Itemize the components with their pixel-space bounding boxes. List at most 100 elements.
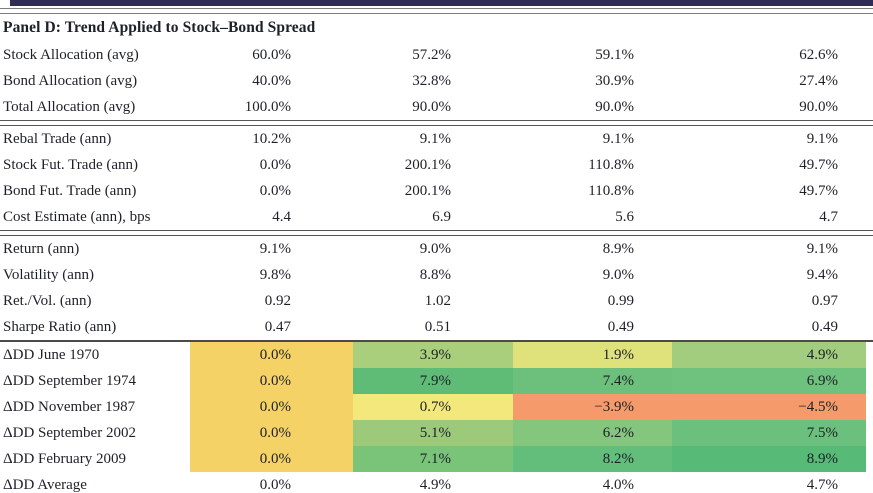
row-right-margin [866, 42, 873, 68]
cell-value: 32.8% [412, 73, 451, 89]
row-label: Cost Estimate (ann), bps [3, 209, 151, 225]
row-right-margin [866, 314, 873, 340]
cell-value: 0.0% [259, 477, 291, 493]
table-row: ΔDD June 1970 0.0% 3.9% 1.9% 4.9% [0, 342, 873, 368]
row-label: Bond Fut. Trade (ann) [3, 183, 137, 199]
row-right-margin [866, 178, 873, 204]
panel-title: Panel D: Trend Applied to Stock–Bond Spr… [3, 19, 316, 36]
table-row: Bond Fut. Trade (ann) 0.0% 200.1% 110.8% 49.… [0, 178, 873, 204]
cell-value: 0.0% [190, 446, 353, 472]
cell-value: 0.49 [811, 319, 838, 335]
row-right-margin [866, 204, 873, 230]
cell-value: 8.9% [672, 446, 866, 472]
table-body: Stock Allocation (avg) 60.0% 57.2% 59.1% 62.… [0, 42, 873, 493]
section-rule [0, 230, 873, 236]
cell-value: −4.5% [672, 394, 866, 420]
cell-value: 4.9% [672, 342, 866, 368]
cell-value: 3.9% [353, 342, 513, 368]
row-label: Ret./Vol. (ann) [3, 293, 92, 309]
row-label: ΔDD June 1970 [3, 347, 100, 363]
cell-value: 0.7% [353, 394, 513, 420]
row-label: ΔDD September 1974 [3, 373, 136, 389]
cell-value: 49.7% [799, 183, 838, 199]
row-label: ΔDD February 2009 [3, 451, 126, 467]
row-label: Bond Allocation (avg) [3, 73, 138, 89]
cell-value: 4.0% [602, 477, 634, 493]
cell-value: 8.9% [602, 241, 634, 257]
cell-value: 4.7% [806, 477, 838, 493]
cell-value: 8.2% [513, 446, 672, 472]
row-label: Stock Fut. Trade (ann) [3, 157, 138, 173]
cell-value: 110.8% [588, 183, 634, 199]
row-label: Rebal Trade (ann) [3, 131, 112, 147]
cell-value: 9.0% [602, 267, 634, 283]
cell-value: 0.0% [190, 342, 353, 368]
cell-value: 1.02 [424, 293, 451, 309]
row-right-margin [866, 262, 873, 288]
cell-value: 0.49 [607, 319, 634, 335]
cell-value: 110.8% [588, 157, 634, 173]
cell-value: 0.99 [607, 293, 634, 309]
row-label: Stock Allocation (avg) [3, 47, 139, 63]
cell-value: 0.47 [264, 319, 291, 335]
row-right-margin [866, 236, 873, 262]
table-row: Return (ann) 9.1% 9.0% 8.9% 9.1% [0, 236, 873, 262]
table-row: Sharpe Ratio (ann) 0.47 0.51 0.49 0.49 [0, 314, 873, 340]
cell-value: 27.4% [799, 73, 838, 89]
table-row: Total Allocation (avg) 100.0% 90.0% 90.0% 90… [0, 94, 873, 120]
row-right-margin [866, 288, 873, 314]
cell-value: 0.0% [190, 368, 353, 394]
cell-value: 40.0% [252, 73, 291, 89]
cell-value: 10.2% [252, 131, 291, 147]
top-double-rule [0, 8, 873, 14]
cell-value: 9.1% [806, 131, 838, 147]
cell-value: 9.8% [259, 267, 291, 283]
cell-value: 5.1% [353, 420, 513, 446]
cell-value: 9.1% [419, 131, 451, 147]
table-row: Volatility (ann) 9.8% 8.8% 9.0% 9.4% [0, 262, 873, 288]
row-right-margin [866, 68, 873, 94]
row-right-margin [866, 152, 873, 178]
row-right-margin [866, 446, 873, 472]
cell-value: 4.7 [819, 209, 838, 225]
cell-value: 200.1% [404, 183, 451, 199]
cell-value: 0.0% [190, 420, 353, 446]
cell-value: 30.9% [595, 73, 634, 89]
cell-value: 7.5% [672, 420, 866, 446]
cell-value: 7.9% [353, 368, 513, 394]
row-label: Sharpe Ratio (ann) [3, 319, 117, 335]
table-row: ΔDD September 1974 0.0% 7.9% 7.4% 6.9% [0, 368, 873, 394]
cell-value: 49.7% [799, 157, 838, 173]
row-label: ΔDD Average [3, 477, 87, 493]
cell-value: 9.1% [602, 131, 634, 147]
cell-value: 59.1% [595, 47, 634, 63]
cell-value: 6.2% [513, 420, 672, 446]
row-right-margin [866, 472, 873, 493]
cell-value: 9.4% [806, 267, 838, 283]
cell-value: 6.9 [432, 209, 451, 225]
table-row: Stock Allocation (avg) 60.0% 57.2% 59.1% 62.… [0, 42, 873, 68]
table-row: Stock Fut. Trade (ann) 0.0% 200.1% 110.8% 49… [0, 152, 873, 178]
row-right-margin [866, 420, 873, 446]
cell-value: 9.0% [419, 241, 451, 257]
row-right-margin [866, 126, 873, 152]
row-right-margin [866, 394, 873, 420]
cell-value: 57.2% [412, 47, 451, 63]
cell-value: 8.8% [419, 267, 451, 283]
cell-value: 9.1% [259, 241, 291, 257]
cell-value: 0.0% [190, 394, 353, 420]
cell-value: 0.97 [811, 293, 838, 309]
cell-value: 0.92 [264, 293, 291, 309]
table-row: ΔDD Average 0.0% 4.9% 4.0% 4.7% [0, 472, 873, 493]
top-border-bar [10, 0, 873, 6]
table-row: ΔDD February 2009 0.0% 7.1% 8.2% 8.9% [0, 446, 873, 472]
row-label: Return (ann) [3, 241, 80, 257]
row-right-margin [866, 94, 873, 120]
table-row: Ret./Vol. (ann) 0.92 1.02 0.99 0.97 [0, 288, 873, 314]
table-row: Cost Estimate (ann), bps 4.4 6.9 5.6 4.7 [0, 204, 873, 230]
cell-value: 90.0% [595, 99, 634, 115]
cell-value: 200.1% [404, 157, 451, 173]
table-row: Rebal Trade (ann) 10.2% 9.1% 9.1% 9.1% [0, 126, 873, 152]
cell-value: 60.0% [252, 47, 291, 63]
